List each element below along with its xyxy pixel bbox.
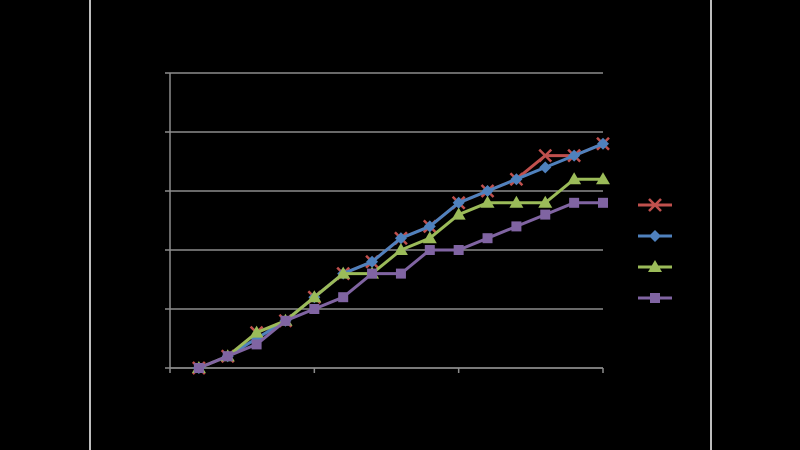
marker: [451, 207, 466, 220]
marker: [568, 149, 581, 162]
marker: [452, 196, 465, 209]
marker: [423, 220, 436, 233]
marker: [193, 363, 204, 373]
marker: [336, 266, 351, 279]
marker: [597, 137, 609, 150]
marker: [569, 197, 580, 208]
legend-marker: [649, 230, 661, 242]
marker: [249, 325, 264, 338]
marker: [509, 195, 524, 208]
marker: [280, 315, 291, 326]
marker: [596, 172, 610, 185]
marker: [251, 339, 262, 350]
legend-marker: [650, 293, 660, 303]
marker: [567, 172, 582, 185]
marker: [511, 221, 522, 232]
marker: [309, 304, 320, 314]
marker: [395, 268, 406, 279]
marker: [393, 243, 408, 255]
chart-area: [89, 0, 712, 450]
marker: [222, 351, 233, 362]
legend-marker: [648, 260, 662, 272]
marker: [538, 148, 553, 163]
marker: [481, 185, 494, 197]
marker: [453, 245, 464, 255]
marker: [338, 292, 349, 303]
marker: [422, 231, 437, 244]
marker: [538, 195, 553, 208]
marker: [394, 232, 407, 245]
marker: [424, 245, 435, 255]
marker: [480, 195, 495, 208]
marker: [366, 255, 379, 268]
marker: [307, 290, 322, 303]
marker: [540, 209, 551, 220]
legend-marker: [648, 198, 662, 212]
marker: [367, 268, 378, 279]
marker: [482, 233, 493, 244]
marker: [510, 173, 523, 186]
marker: [598, 197, 608, 208]
marker: [539, 161, 552, 174]
